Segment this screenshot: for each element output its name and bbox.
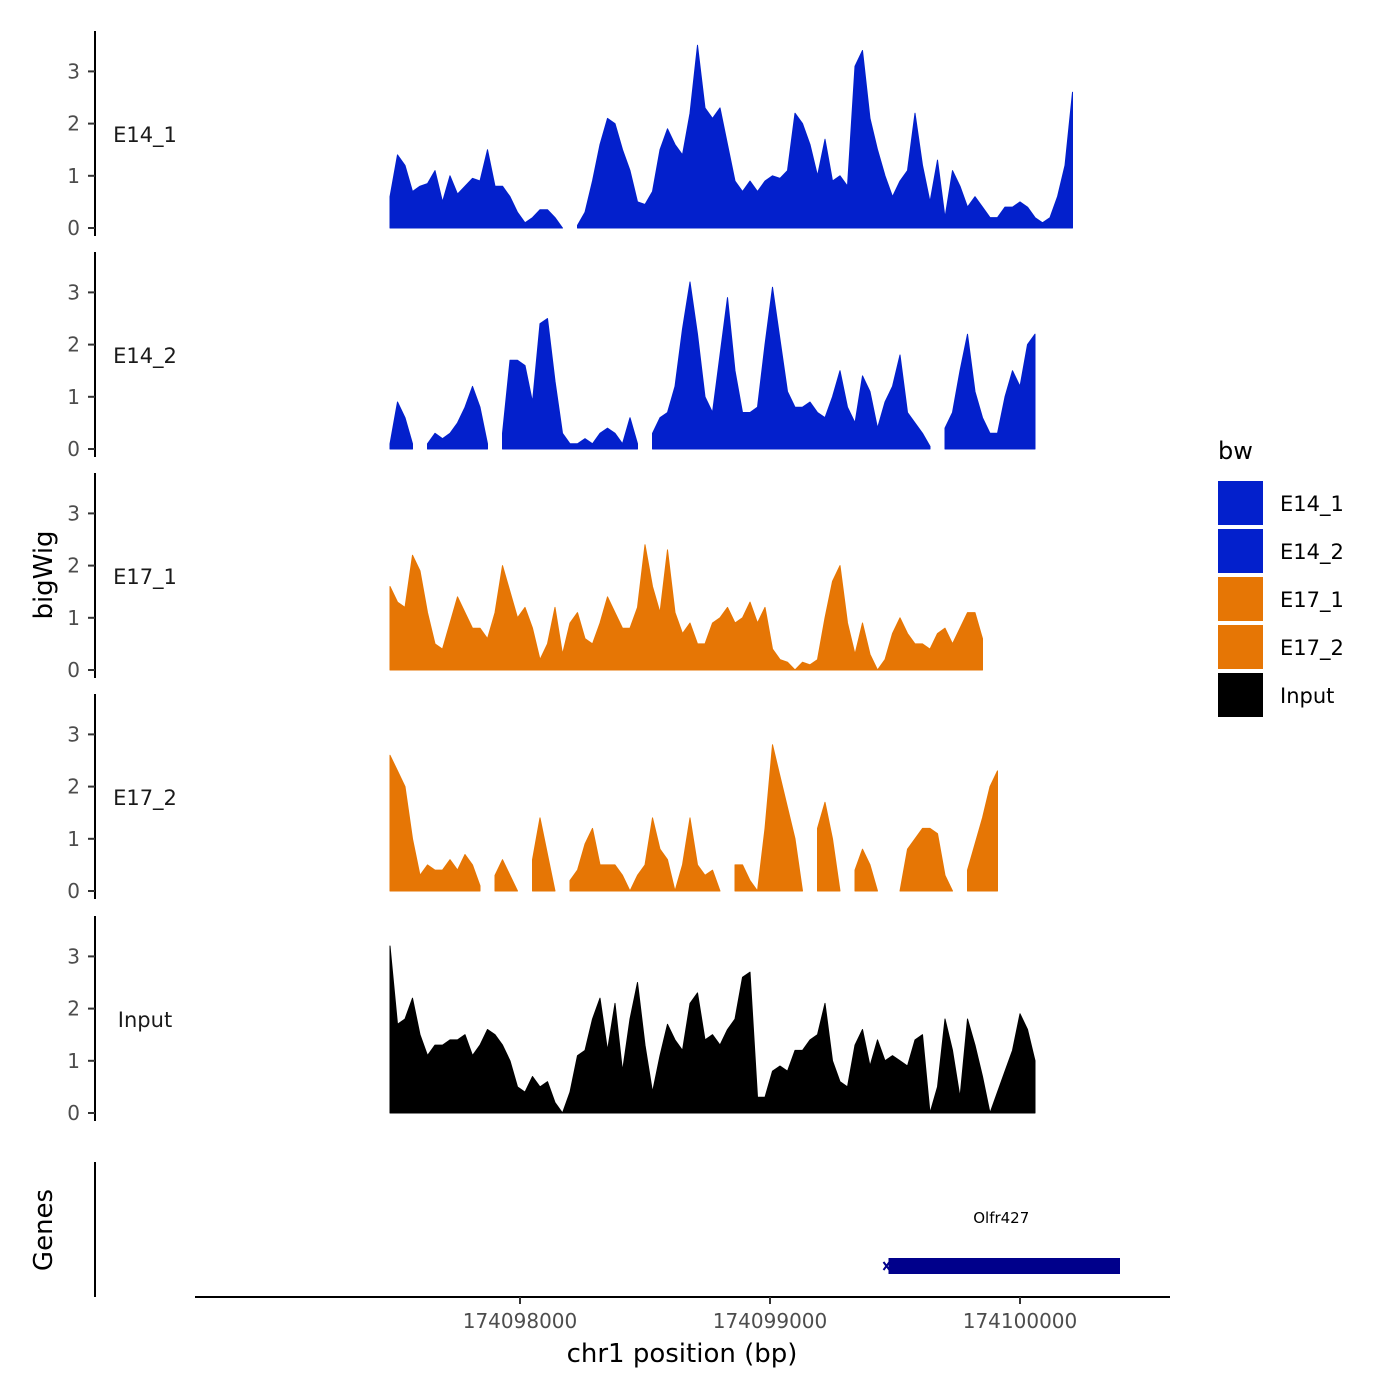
x-axis: 174098000 174099000 174100000 — [195, 1296, 1170, 1333]
x-tick-label: 174099000 — [713, 1309, 828, 1333]
track-e14-1: 0 1 2 3 E14_1 — [67, 31, 1073, 240]
legend-item-e17-2: E17_2 — [1218, 625, 1344, 669]
genes-axis-title: Genes — [29, 1189, 59, 1271]
y-tick-label: 0 — [67, 437, 80, 461]
track-e17-1: 0 1 2 3 E17_1 — [67, 473, 983, 682]
coverage-area — [389, 544, 983, 671]
x-tick-label: 174098000 — [463, 1309, 578, 1333]
coverage-area — [652, 281, 931, 450]
legend-key — [1218, 577, 1263, 621]
track-label: E14_2 — [113, 344, 177, 369]
gene-models: Olfr427 — [882, 1209, 1120, 1274]
coverage-area — [502, 318, 638, 450]
track-label: E14_1 — [113, 123, 177, 148]
track-e17-2: 0 1 2 3 E17_2 — [67, 694, 998, 903]
coverage-area — [899, 827, 953, 892]
y-tick-label: 1 — [67, 164, 80, 188]
y-tick-label: 1 — [67, 385, 80, 409]
track-label: E17_2 — [113, 786, 177, 811]
gene-label: Olfr427 — [973, 1209, 1029, 1227]
strand-marker — [882, 1261, 891, 1271]
y-tick-label: 3 — [67, 722, 80, 746]
legend-key — [1218, 481, 1263, 525]
legend-key — [1218, 529, 1263, 573]
legend-key — [1218, 625, 1263, 669]
y-tick-label: 3 — [67, 59, 80, 83]
coverage-area — [569, 817, 721, 892]
coverage-area — [389, 149, 563, 229]
genes-panel: Genes Olfr427 — [29, 1162, 1120, 1297]
coverage-area — [944, 333, 1036, 450]
legend-label: E14_2 — [1280, 540, 1344, 565]
y-tick-label: 3 — [67, 944, 80, 968]
y-tick-label: 2 — [67, 775, 80, 799]
legend: bw E14_1 E14_2 E17_1 E17_2 Input — [1218, 437, 1344, 717]
legend-label: E17_1 — [1280, 588, 1344, 613]
coverage-area — [967, 770, 998, 892]
y-tick-label: 3 — [67, 280, 80, 304]
track-input: 0 1 2 3 Input — [67, 916, 1036, 1125]
track-label: E17_1 — [113, 565, 177, 590]
y-tick-label: 2 — [67, 554, 80, 578]
track-label: Input — [118, 1008, 172, 1032]
legend-title: bw — [1218, 437, 1253, 465]
x-axis-title: chr1 position (bp) — [567, 1339, 798, 1369]
coverage-area — [854, 848, 878, 892]
coverage-area — [389, 945, 1036, 1114]
legend-item-e14-1: E14_1 — [1218, 481, 1344, 525]
coverage-area — [734, 744, 803, 892]
coverage-tracks: 0 1 2 3 E14_1 0 1 2 3 E14_2 0 1 2 3 E17_1 0 1 2 3 E17_2 0 1 2 3… — [67, 31, 1073, 1125]
legend-label: E17_2 — [1280, 636, 1344, 661]
y-tick-label: 0 — [67, 879, 80, 903]
coverage-area — [577, 44, 1073, 229]
y-axis-title: bigWig — [29, 530, 59, 619]
y-tick-label: 1 — [67, 1049, 80, 1073]
y-tick-label: 0 — [67, 1101, 80, 1125]
legend-item-input: Input — [1218, 673, 1334, 717]
gene-body — [888, 1258, 1120, 1274]
y-tick-label: 2 — [67, 333, 80, 357]
coverage-area — [389, 754, 481, 892]
coverage-area — [427, 385, 488, 450]
coverage-area — [494, 859, 518, 892]
legend-item-e17-1: E17_1 — [1218, 577, 1344, 621]
coverage-area — [389, 401, 413, 450]
legend-label: Input — [1280, 684, 1334, 708]
y-tick-label: 2 — [67, 997, 80, 1021]
coverage-area — [532, 817, 556, 892]
y-tick-label: 0 — [67, 216, 80, 240]
legend-item-e14-2: E14_2 — [1218, 529, 1344, 573]
gene-olfr427: Olfr427 — [882, 1209, 1120, 1274]
y-tick-label: 1 — [67, 827, 80, 851]
y-tick-label: 2 — [67, 112, 80, 136]
track-e14-2: 0 1 2 3 E14_2 — [67, 252, 1036, 461]
y-tick-label: 0 — [67, 658, 80, 682]
legend-label: E14_1 — [1280, 492, 1344, 517]
legend-key — [1218, 673, 1263, 717]
y-tick-label: 3 — [67, 501, 80, 525]
x-tick-label: 174100000 — [963, 1309, 1078, 1333]
coverage-area — [817, 801, 841, 892]
y-tick-label: 1 — [67, 606, 80, 630]
